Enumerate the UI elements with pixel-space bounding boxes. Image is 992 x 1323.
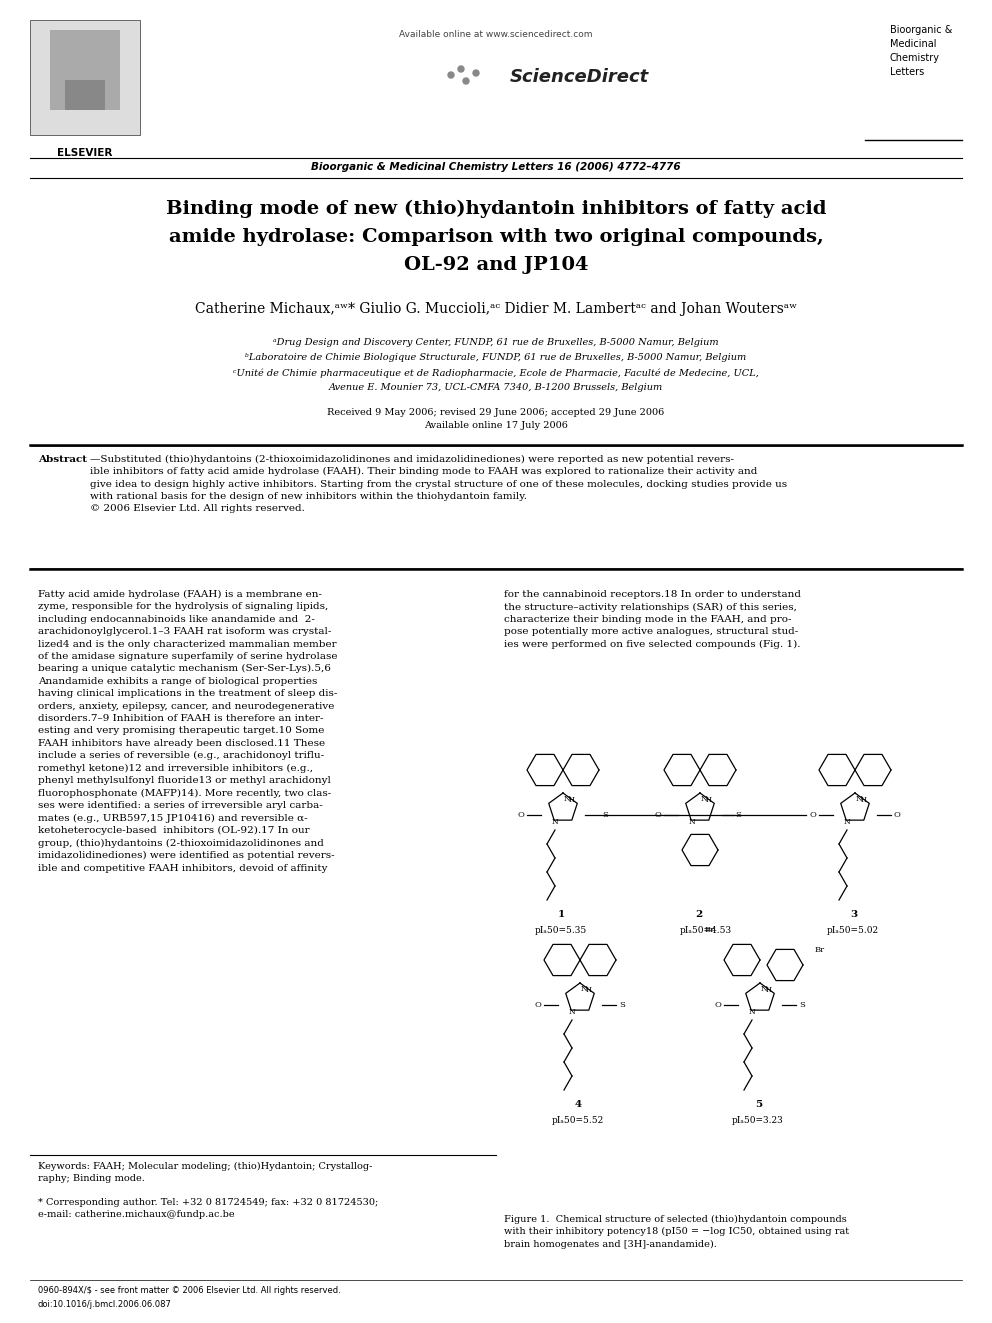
Text: Bioorganic & Medicinal Chemistry Letters 16 (2006) 4772–4776: Bioorganic & Medicinal Chemistry Letters… bbox=[311, 161, 681, 172]
Text: O: O bbox=[809, 811, 816, 819]
Text: 2: 2 bbox=[695, 910, 702, 919]
Text: O: O bbox=[894, 811, 901, 819]
Text: Keywords: FAAH; Molecular modeling; (thio)Hydantoin; Crystallog-
raphy; Binding : Keywords: FAAH; Molecular modeling; (thi… bbox=[38, 1162, 372, 1183]
Text: pIₐ50=5.02: pIₐ50=5.02 bbox=[827, 926, 879, 935]
Text: S: S bbox=[602, 811, 608, 819]
Text: doi:10.1016/j.bmcl.2006.06.087: doi:10.1016/j.bmcl.2006.06.087 bbox=[38, 1301, 172, 1308]
Text: pIₐ50=5.52: pIₐ50=5.52 bbox=[552, 1117, 604, 1125]
Text: OL-92 and JP104: OL-92 and JP104 bbox=[404, 255, 588, 274]
Bar bbox=[65, 79, 105, 110]
Text: 4: 4 bbox=[575, 1099, 582, 1109]
Text: H: H bbox=[706, 796, 712, 804]
Text: N: N bbox=[749, 1008, 755, 1016]
Text: 5: 5 bbox=[755, 1099, 762, 1109]
Text: H: H bbox=[586, 986, 592, 994]
Text: Available online 17 July 2006: Available online 17 July 2006 bbox=[424, 421, 568, 430]
Text: O: O bbox=[714, 1002, 721, 1009]
Text: ᶜUnité de Chimie pharmaceutique et de Radiopharmacie, Ecole de Pharmacie, Facult: ᶜUnité de Chimie pharmaceutique et de Ra… bbox=[233, 368, 759, 377]
Circle shape bbox=[463, 78, 469, 83]
Circle shape bbox=[458, 66, 464, 71]
Text: ᵃDrug Design and Discovery Center, FUNDP, 61 rue de Bruxelles, B-5000 Namur, Bel: ᵃDrug Design and Discovery Center, FUNDP… bbox=[273, 337, 719, 347]
Text: N: N bbox=[581, 986, 587, 994]
Text: N: N bbox=[564, 795, 570, 803]
Text: N: N bbox=[568, 1008, 575, 1016]
Text: Avenue E. Mounier 73, UCL-CMFA 7340, B-1200 Brussels, Belgium: Avenue E. Mounier 73, UCL-CMFA 7340, B-1… bbox=[329, 382, 663, 392]
Text: N: N bbox=[552, 818, 558, 826]
Text: pIₐ50=5.35: pIₐ50=5.35 bbox=[535, 926, 587, 935]
Bar bbox=[50, 30, 120, 110]
Text: for the cannabinoid receptors.18 In order to understand
the structure–activity r: for the cannabinoid receptors.18 In orde… bbox=[504, 590, 801, 648]
Text: amide hydrolase: Comparison with two original compounds,: amide hydrolase: Comparison with two ori… bbox=[169, 228, 823, 246]
Text: Abstract: Abstract bbox=[38, 455, 87, 464]
Text: 0960-894X/$ - see front matter © 2006 Elsevier Ltd. All rights reserved.: 0960-894X/$ - see front matter © 2006 El… bbox=[38, 1286, 340, 1295]
Text: * Corresponding author. Tel: +32 0 81724549; fax: +32 0 81724530;
e-mail: cather: * Corresponding author. Tel: +32 0 81724… bbox=[38, 1199, 378, 1218]
Text: N: N bbox=[688, 818, 695, 826]
Text: Available online at www.sciencedirect.com: Available online at www.sciencedirect.co… bbox=[399, 30, 593, 38]
Text: pIₐ50=3.23: pIₐ50=3.23 bbox=[732, 1117, 784, 1125]
Circle shape bbox=[473, 70, 479, 75]
Text: 3: 3 bbox=[850, 910, 857, 919]
Text: O: O bbox=[535, 1002, 542, 1009]
Text: Received 9 May 2006; revised 29 June 2006; accepted 29 June 2006: Received 9 May 2006; revised 29 June 200… bbox=[327, 407, 665, 417]
Text: ELSEVIER: ELSEVIER bbox=[58, 148, 113, 157]
Text: Binding mode of new (thio)hydantoin inhibitors of fatty acid: Binding mode of new (thio)hydantoin inhi… bbox=[166, 200, 826, 218]
Text: ScienceDirect: ScienceDirect bbox=[510, 67, 649, 86]
Text: Br: Br bbox=[815, 946, 825, 954]
Text: O: O bbox=[655, 811, 662, 819]
Text: —Substituted (thio)hydantoins (2-thioxoimidazolidinones and imidazolidinediones): —Substituted (thio)hydantoins (2-thioxoi… bbox=[90, 455, 787, 513]
Text: 1: 1 bbox=[558, 910, 565, 919]
Circle shape bbox=[448, 71, 454, 78]
Text: N: N bbox=[701, 795, 707, 803]
Text: pIₐ50=4.53: pIₐ50=4.53 bbox=[680, 926, 732, 935]
Text: S: S bbox=[800, 1002, 805, 1009]
Text: Fatty acid amide hydrolase (FAAH) is a membrane en-
zyme, responsible for the hy: Fatty acid amide hydrolase (FAAH) is a m… bbox=[38, 590, 337, 873]
Text: N: N bbox=[761, 986, 768, 994]
Text: H: H bbox=[569, 796, 575, 804]
Text: S: S bbox=[735, 811, 741, 819]
Bar bbox=[30, 20, 140, 135]
Text: ᵇLaboratoire de Chimie Biologique Structurale, FUNDP, 61 rue de Bruxelles, B-500: ᵇLaboratoire de Chimie Biologique Struct… bbox=[245, 353, 747, 363]
Text: N: N bbox=[843, 818, 850, 826]
Text: S: S bbox=[619, 1002, 625, 1009]
Text: N: N bbox=[856, 795, 863, 803]
Text: Bioorganic &
Medicinal
Chemistry
Letters: Bioorganic & Medicinal Chemistry Letters bbox=[890, 25, 952, 77]
Text: Catherine Michaux,ᵃʷ* Giulio G. Muccioli,ᵃᶜ Didier M. Lambertᵃᶜ and Johan Wouter: Catherine Michaux,ᵃʷ* Giulio G. Muccioli… bbox=[194, 302, 798, 316]
Text: H: H bbox=[861, 796, 867, 804]
Text: Figure 1.  Chemical structure of selected (thio)hydantoin compounds
with their i: Figure 1. Chemical structure of selected… bbox=[504, 1215, 849, 1249]
Text: H: H bbox=[766, 986, 772, 994]
Text: Br: Br bbox=[705, 926, 715, 934]
Text: O: O bbox=[518, 811, 525, 819]
